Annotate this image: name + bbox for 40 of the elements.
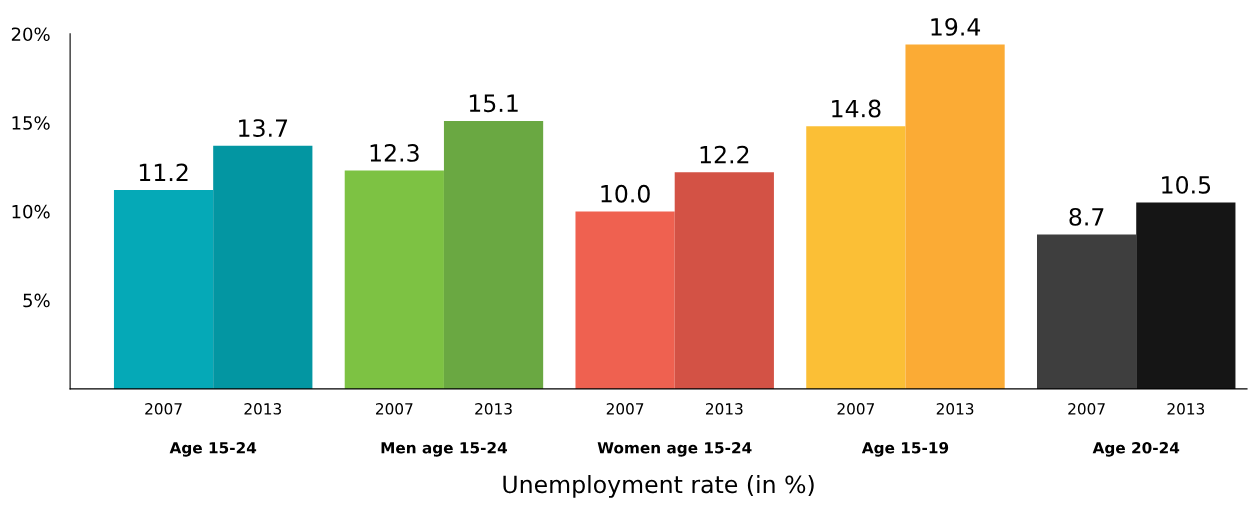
data-label: 8.7 <box>1069 207 1104 226</box>
data-label: 12.2 <box>700 145 749 164</box>
text: 2007 <box>606 403 644 415</box>
y-tick-label: 15% <box>12 116 50 130</box>
bar <box>443 120 544 389</box>
text: 2007 <box>1068 403 1105 415</box>
bar <box>806 126 906 389</box>
bar <box>213 145 313 389</box>
x-axis-title: Unemployment rate (in %) <box>503 475 814 498</box>
bar <box>674 172 774 389</box>
text: 2013 <box>706 403 743 415</box>
bar <box>113 190 214 389</box>
data-label: 15.1 <box>469 94 518 113</box>
x-tick-label: Men age 15-24 <box>381 441 508 457</box>
text: 2013 <box>1167 403 1205 415</box>
y-tick-label: 20% <box>11 27 50 42</box>
x-tick-label: Age 15-24 <box>169 441 257 457</box>
y-tick-label: 5% <box>23 293 50 308</box>
bar <box>575 211 675 389</box>
data-label: 19.4 <box>931 17 981 36</box>
data-label: 10.0 <box>601 184 650 203</box>
data-label: 11.2 <box>139 163 188 182</box>
data-label: 13.7 <box>239 119 288 137</box>
text: 2013 <box>475 403 512 415</box>
series-label: 2013 <box>244 403 282 415</box>
bar <box>344 170 444 389</box>
text: 2013 <box>936 403 974 415</box>
bar <box>1037 234 1137 389</box>
bar <box>1136 202 1236 389</box>
data-label: 10.5 <box>1162 175 1211 194</box>
bar <box>905 44 1005 389</box>
series-label: 2007 <box>145 403 182 415</box>
y-tick-label: 10% <box>12 204 50 219</box>
data-label: 14.8 <box>832 99 881 118</box>
x-tick-label: Age 20-24 <box>1092 441 1180 457</box>
text: 2007 <box>837 403 874 415</box>
x-tick-label: Age 15-19 <box>861 442 949 457</box>
data-label: 12.3 <box>370 143 419 162</box>
x-tick-label: Women age 15-24 <box>597 441 752 457</box>
text: 2007 <box>376 403 413 415</box>
